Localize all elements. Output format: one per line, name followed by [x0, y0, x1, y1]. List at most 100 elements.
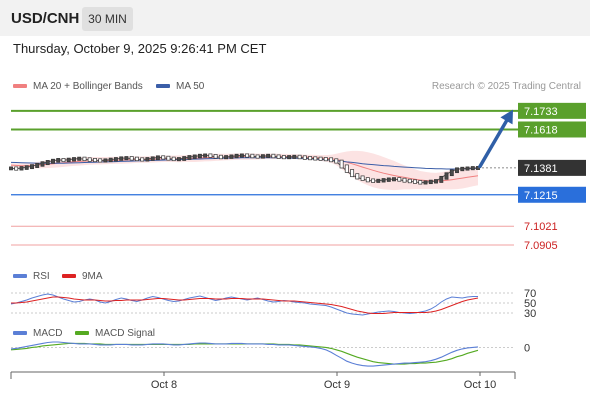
price-candle: [465, 166, 470, 171]
price-candle: [266, 153, 271, 158]
price-candle: [113, 157, 118, 162]
price-candle: [350, 169, 355, 178]
resistance-tag-label: 7.1733: [524, 106, 558, 118]
price-candle: [329, 157, 334, 163]
last-price-tag-label: 7.1381: [524, 163, 558, 175]
legend-ma50: MA 50: [156, 81, 204, 92]
price-candle: [14, 166, 19, 171]
credit-text: Research © 2025 Trading Central: [431, 81, 581, 92]
price-candle: [413, 179, 417, 184]
target-arrow-head: [500, 109, 514, 125]
price-candle: [134, 156, 139, 162]
rsi-ma-label: 9MA: [82, 271, 103, 282]
legend-macd: MACD: [13, 328, 62, 339]
price-candle: [260, 154, 265, 159]
price-candle: [82, 156, 87, 162]
price-candle: [87, 157, 92, 162]
pivot-tag-label: 7.1215: [524, 190, 558, 202]
target-arrow-shaft: [478, 113, 512, 169]
price-candle: [371, 178, 376, 183]
macd-swatch: [13, 331, 27, 336]
price-candle: [150, 156, 155, 161]
timeframe-button[interactable]: 30 MIN: [82, 7, 133, 31]
ma20-swatch: [13, 84, 27, 89]
price-candle: [386, 177, 391, 182]
price-candle: [93, 158, 97, 163]
price-candle: [19, 166, 24, 171]
price-candle: [439, 175, 444, 183]
price-candle: [229, 154, 234, 159]
rsi-swatch: [13, 274, 27, 279]
price-candle: [418, 180, 423, 185]
price-candle: [460, 166, 465, 172]
rsi-ma-line: [11, 296, 479, 314]
price-candle: [56, 158, 61, 163]
price-candle: [166, 155, 171, 161]
price-candle: [24, 165, 29, 170]
last-price-tag: [518, 159, 586, 176]
price-candle: [287, 155, 292, 160]
price-candle: [402, 177, 407, 183]
price-candle: [72, 157, 76, 162]
price-candle: [250, 153, 255, 159]
price-candle: [103, 158, 108, 163]
legend-ma20: MA 20 + Bollinger Bands: [13, 81, 143, 92]
price-candle: [392, 177, 396, 182]
price-candle: [397, 177, 402, 182]
price-candle: [208, 153, 213, 158]
price-candle: [155, 155, 160, 161]
price-candle: [124, 156, 129, 161]
price-candle: [129, 156, 134, 161]
price-candle: [30, 164, 34, 170]
chart-datetime: Thursday, October 9, 2025 9:26:41 PM CET: [13, 41, 267, 56]
price-candle: [323, 157, 328, 162]
price-candle: [161, 155, 166, 160]
x-tick-label: Oct 10: [464, 379, 496, 391]
macd-signal-line: [10, 342, 479, 365]
price-candle: [313, 156, 318, 161]
price-candle: [365, 177, 370, 183]
price-candle: [276, 154, 281, 159]
support-label: 7.0905: [524, 240, 558, 252]
macd-signal-swatch: [75, 331, 89, 336]
price-candle: [119, 156, 124, 161]
pivot-tag: [518, 186, 586, 203]
top-bar: USD/CNH 30 MIN: [0, 0, 590, 36]
price-candle: [140, 157, 145, 162]
price-candle: [376, 178, 381, 183]
price-candle: [297, 154, 302, 160]
rsi-level-label: 30: [524, 308, 536, 320]
price-candle: [255, 154, 260, 159]
price-candle: [51, 158, 55, 164]
price-candle: [171, 156, 176, 162]
price-candle: [45, 160, 50, 166]
rsi-ma-swatch: [62, 274, 76, 279]
resistance-tag-label: 7.1618: [524, 124, 558, 136]
price-candle: [271, 153, 276, 159]
price-candle: [292, 154, 297, 159]
price-candle: [66, 157, 71, 163]
price-candle: [218, 154, 223, 160]
price-candle: [192, 154, 197, 159]
price-candle: [213, 154, 218, 159]
price-candle: [308, 156, 313, 161]
price-candle: [145, 157, 150, 162]
x-tick-label: Oct 8: [151, 379, 177, 391]
price-candle: [197, 153, 202, 159]
price-candle: [318, 156, 323, 161]
price-candle: [61, 158, 66, 163]
rsi-level-label: 50: [524, 298, 536, 310]
price-candle: [35, 162, 40, 168]
legend-rsi-ma: 9MA: [62, 271, 103, 282]
price-candle: [98, 158, 103, 163]
price-candle: [428, 179, 433, 185]
resistance-tag: [518, 102, 586, 119]
rsi-line: [10, 293, 478, 316]
macd-line: [10, 341, 479, 367]
price-candle: [187, 155, 192, 160]
price-candle: [344, 164, 349, 173]
price-candle: [234, 153, 239, 159]
rsi-label: RSI: [33, 271, 50, 282]
price-candle: [334, 158, 339, 164]
